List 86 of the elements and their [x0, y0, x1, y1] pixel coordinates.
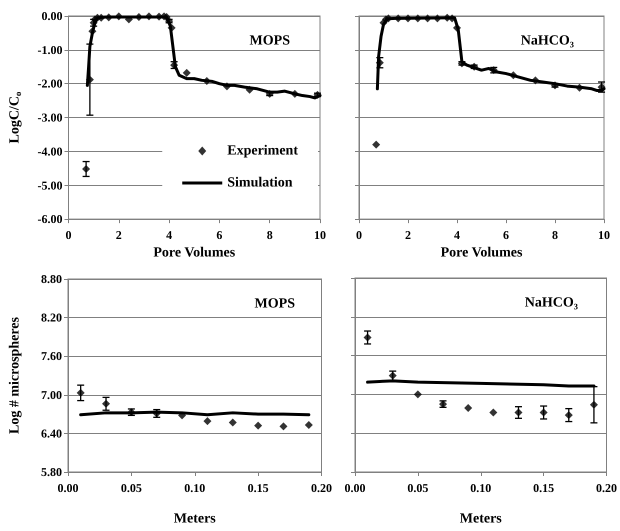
x-axis-title: Pore Volumes [153, 246, 236, 260]
point [168, 24, 176, 32]
point [82, 165, 90, 173]
x-tick-label: 0.20 [596, 481, 617, 495]
point [564, 411, 573, 420]
point [144, 12, 153, 20]
annotation: NaHCO₃ [520, 34, 574, 48]
x-tick-label: 0 [356, 228, 362, 242]
x-tick-label: 4 [166, 228, 172, 242]
point [246, 86, 254, 94]
point [290, 90, 299, 98]
y-tick-label: -6.00 [38, 212, 62, 226]
x-tick-label: 2 [116, 228, 122, 242]
point [86, 76, 94, 84]
y-tick-label: 0.00 [42, 9, 62, 23]
point [433, 14, 442, 22]
x-tick-label: 4 [454, 228, 460, 242]
x-tick-label: 0.00 [344, 481, 366, 495]
x-tick-label: 0.15 [248, 481, 269, 495]
x-tick-label: 6 [216, 228, 222, 242]
x-tick-label: 0.10 [184, 481, 206, 495]
point [104, 13, 113, 22]
x-tick-label: 10 [314, 228, 326, 242]
point [254, 422, 262, 430]
y-tick-label: -2.00 [38, 76, 62, 91]
point [182, 68, 191, 77]
annotation: MOPS [250, 34, 290, 48]
point [304, 421, 313, 430]
y-tick-label: 8.20 [41, 310, 62, 325]
x-tick-label: 10 [598, 228, 610, 242]
y-tick-label: -3.00 [38, 110, 62, 125]
point [114, 12, 123, 20]
point [313, 90, 322, 99]
x-tick-label: 2 [405, 228, 411, 242]
point [279, 422, 288, 430]
x-tick-label: 0.05 [407, 481, 428, 495]
x-tick-label: 0.20 [311, 481, 332, 495]
y-axis-title: LogC/Co [8, 91, 23, 144]
annotation: MOPS [254, 296, 296, 312]
point [203, 417, 212, 426]
y-tick-label: -1.00 [38, 42, 62, 57]
legend-label: Simulation [227, 176, 293, 190]
y-tick-label: 5.80 [41, 465, 62, 479]
x-tick-label: 0.05 [120, 481, 142, 495]
point [514, 408, 522, 417]
point [590, 400, 598, 409]
point [266, 90, 274, 98]
x-axis-title: Pore Volumes [440, 246, 523, 260]
point [376, 58, 384, 67]
point [489, 408, 498, 417]
x-tick-label: 6 [503, 228, 509, 242]
point [551, 81, 559, 90]
point [384, 14, 392, 22]
y-tick-label: 8.80 [41, 272, 62, 286]
legend-label: Experiment [227, 144, 298, 158]
point [88, 27, 96, 36]
point [576, 84, 584, 92]
point [414, 390, 422, 398]
y-tick-label: -4.00 [38, 144, 62, 158]
point [76, 388, 85, 397]
point [222, 82, 231, 90]
y-tick-label: -5.00 [38, 178, 62, 192]
point [124, 15, 133, 24]
point [102, 400, 110, 408]
x-tick-label: 8 [266, 228, 273, 242]
x-axis-title: Meters [460, 512, 502, 526]
x-tick-label: 0.10 [470, 481, 492, 495]
y-tick-label: 7.00 [41, 388, 62, 402]
point [202, 76, 211, 85]
x-tick-label: 0.00 [58, 481, 78, 495]
point [509, 71, 518, 80]
x-tick-label: 0.15 [533, 481, 554, 495]
point [228, 418, 237, 426]
x-tick-label: 0 [66, 228, 72, 242]
y-tick-label: 7.60 [41, 349, 62, 364]
point [178, 411, 186, 420]
annotation: NaHCO₃ [524, 296, 578, 310]
point [464, 404, 472, 412]
x-tick-label: 8 [552, 228, 558, 242]
point [372, 140, 380, 149]
x-axis-title: Meters [174, 512, 216, 526]
y-axis-title: Log # microspheres [8, 316, 22, 434]
point [364, 333, 372, 342]
point [404, 14, 412, 22]
y-tick-label: 6.40 [41, 426, 62, 440]
point [540, 408, 548, 417]
